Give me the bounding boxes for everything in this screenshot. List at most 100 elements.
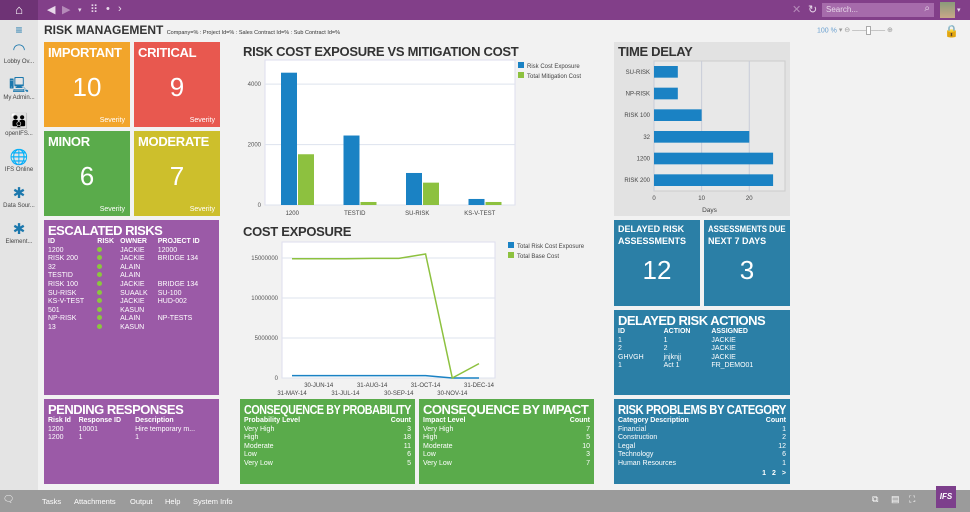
severity-tile[interactable]: MINOR 6 Severity	[44, 131, 130, 216]
forward-icon[interactable]: ▶	[62, 4, 71, 16]
plot-area	[281, 241, 496, 379]
table-cell: 11	[403, 442, 411, 450]
puzzle-icon: ✱	[12, 221, 26, 238]
table-row[interactable]: KS-V-TEST JACKIE HUD-002	[48, 298, 215, 307]
risk-status-dot	[97, 272, 103, 278]
close-icon[interactable]: ✕	[792, 4, 802, 16]
table-row[interactable]: Very High 3	[244, 426, 411, 435]
back-icon[interactable]: ◀	[47, 4, 56, 16]
sidebar-item[interactable]: 🌐 IFS Online	[0, 145, 38, 181]
legend-label: Total Mitigation Cost	[527, 74, 581, 80]
table-row[interactable]: SU-RISK SUAALK SU-100	[48, 289, 215, 299]
legend-swatch	[508, 242, 514, 248]
page-link[interactable]: >	[781, 469, 786, 477]
table-row[interactable]: Very Low 7	[423, 460, 590, 469]
search-icon[interactable]: ⌕	[924, 3, 930, 14]
menu-icon[interactable]: ≡	[15, 23, 23, 37]
bottom-menu-item[interactable]: System Info	[193, 497, 233, 506]
kpi-tile[interactable]: DELAYED RISK ASSESSMENTS 12	[614, 220, 700, 306]
severity-tile[interactable]: MODERATE 7 Severity	[134, 131, 220, 216]
kpi-tile[interactable]: ASSESSMENTS DUE NEXT 7 DAYS 3	[704, 220, 790, 306]
table-row[interactable]: Very Low 5	[244, 460, 411, 469]
table-row[interactable]: Low 6	[244, 451, 411, 460]
table-cell: ALAIN	[120, 315, 141, 323]
table-row[interactable]: Very High 7	[423, 426, 590, 435]
x-tick-label: 31-DEC-14	[464, 383, 495, 389]
table-row[interactable]: 2 2 JACKIE	[618, 345, 786, 354]
table-row[interactable]: 1200 JACKIE 12000	[48, 246, 215, 256]
zoom-level[interactable]: 100 %	[817, 27, 837, 35]
home-icon[interactable]: ⌂	[0, 0, 38, 20]
table-row[interactable]: 501 KASUN	[48, 306, 215, 316]
chevron-right-icon[interactable]: ›	[118, 3, 122, 15]
bottom-menu-item[interactable]: Attachments	[74, 497, 116, 506]
column-header: Count	[390, 417, 411, 424]
windows-icon[interactable]: ⧉	[872, 494, 879, 504]
dot-icon[interactable]: •	[106, 3, 110, 15]
lock-icon[interactable]: 🔒	[944, 24, 959, 38]
table-cell: BRIDGE 134	[157, 255, 199, 263]
table-row[interactable]: 13 KASUN	[48, 323, 215, 333]
table-row[interactable]: High 18	[244, 434, 411, 443]
page-title-text: RISK MANAGEMENT	[44, 23, 164, 37]
y-tick-label: 10000000	[251, 296, 278, 302]
document-icon[interactable]: ▤	[891, 494, 900, 504]
sidebar-item[interactable]: ◠ Lobby Ov...	[0, 37, 38, 73]
legend-label: Total Base Cost	[517, 254, 559, 260]
table-row[interactable]: 32 ALAIN	[48, 263, 215, 273]
search-input[interactable]: Search... ⌕	[822, 3, 934, 17]
table-row[interactable]: Legal 12	[618, 443, 786, 452]
avatar[interactable]	[940, 2, 955, 18]
computer-icon: 🖳	[8, 77, 29, 94]
grid-icon[interactable]: ⠿	[90, 4, 99, 16]
severity-tile[interactable]: IMPORTANT 10 Severity	[44, 42, 130, 127]
column-header: ASSIGNED	[711, 328, 748, 335]
bar	[343, 135, 360, 205]
table-row[interactable]: 1200 1 1	[48, 434, 215, 443]
user-menu-chevron-icon[interactable]: ▾	[957, 7, 961, 14]
table-row[interactable]: 1 1 JACKIE	[618, 337, 786, 346]
refresh-icon[interactable]: ↻	[808, 4, 818, 16]
sidebar-item[interactable]: 👪 openIFS...	[0, 109, 38, 145]
table-cell: NP-TESTS	[157, 315, 193, 323]
sidebar-item[interactable]: ✱ Element...	[0, 217, 38, 253]
bottom-menu-item[interactable]: Help	[165, 497, 181, 506]
bar	[360, 201, 377, 205]
table-cell: 7	[586, 459, 590, 467]
dropdown-icon[interactable]: ▾	[78, 7, 82, 14]
chat-icon[interactable]: 🗨	[3, 494, 15, 504]
table-row[interactable]: Human Resources 1	[618, 460, 786, 469]
table-row[interactable]: Low 3	[423, 451, 590, 460]
table-row[interactable]: TESTID ALAIN	[48, 272, 215, 281]
table-cell: 1	[135, 434, 140, 442]
table-row[interactable]: RISK 100 JACKIE BRIDGE 134	[48, 280, 215, 290]
table-row[interactable]: Financial 1	[618, 426, 786, 435]
sidebar-item[interactable]: ✱ Data Sour...	[0, 181, 38, 217]
table-row[interactable]: Moderate 10	[423, 443, 590, 452]
table-row[interactable]: High 5	[423, 434, 590, 443]
sidebar-item[interactable]: 🖳 My Admin...	[0, 73, 38, 109]
table-row[interactable]: Moderate 11	[244, 443, 411, 452]
bottom-menu-item[interactable]: Tasks	[42, 497, 62, 506]
column-header: Description	[135, 417, 174, 424]
table-row[interactable]: 1 Act 1 FR_DEMO01	[618, 362, 786, 371]
sidebar-item-label: My Admin...	[3, 95, 35, 101]
fullscreen-icon[interactable]: ⛶	[909, 494, 916, 504]
risk-status-dot	[97, 263, 103, 269]
table-row[interactable]: NP-RISK ALAIN NP-TESTS	[48, 315, 215, 324]
kpi-value: 12	[642, 255, 672, 285]
zoom-control[interactable]: 100 % ▾ ⊖ —— —— ⊕	[817, 26, 893, 35]
bar	[654, 174, 774, 186]
severity-tile[interactable]: CRITICAL 9 Severity	[134, 42, 220, 127]
page-link[interactable]: 2	[772, 469, 776, 477]
chart-title: TIME DELAY	[618, 44, 693, 59]
table-row[interactable]: RISK 200 JACKIE BRIDGE 134	[48, 255, 215, 264]
table-row[interactable]: Construction 2	[618, 434, 786, 443]
table-cell: FR_DEMO01	[711, 362, 754, 370]
table-row[interactable]: GHVGH jnjknjj JACKIE	[618, 354, 786, 363]
page-link[interactable]: 1	[762, 469, 766, 477]
risk-status-dot	[97, 289, 103, 295]
bottom-menu-item[interactable]: Output	[130, 497, 153, 506]
table-row[interactable]: Technology 6	[618, 451, 786, 460]
table-row[interactable]: 1200 10001 Hire temporary m...	[48, 426, 215, 435]
